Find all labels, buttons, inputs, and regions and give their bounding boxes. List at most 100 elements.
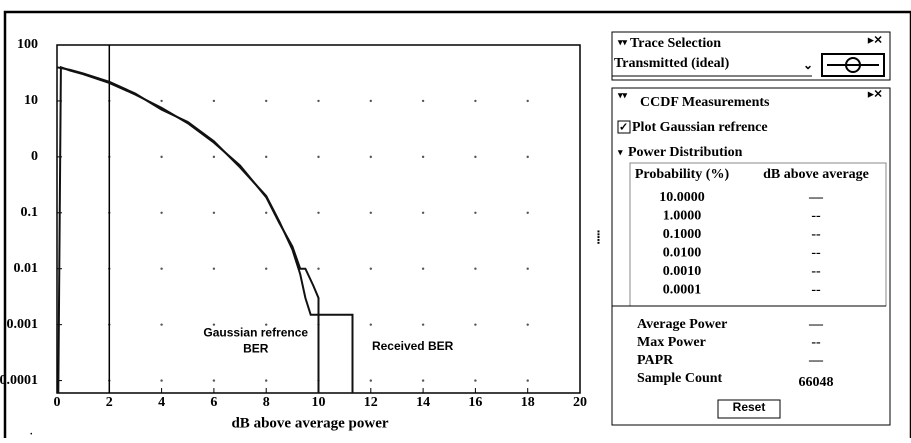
- grid-dot: [212, 323, 216, 326]
- table-cell: 0.1000: [663, 227, 702, 242]
- x-tick-label: 6: [210, 395, 217, 410]
- grid-dot: [526, 99, 529, 103]
- y-tick-label: 0.001: [7, 317, 39, 332]
- checkbox-label[interactable]: Plot Gaussian refrence: [632, 120, 768, 135]
- grid-dot: [474, 323, 477, 326]
- grid-dot: [212, 99, 216, 103]
- grid-dot: [526, 267, 529, 270]
- grid-dot: [317, 99, 320, 103]
- grid-dot: [474, 99, 477, 103]
- y-tick-label: 10: [24, 93, 38, 108]
- grid-dot: [317, 155, 320, 159]
- summary-label: Max Power: [637, 335, 706, 350]
- table-cell: 0.0100: [663, 246, 702, 261]
- x-tick-label: 4: [158, 395, 165, 410]
- table-cell: —: [808, 190, 824, 205]
- trace-title: Trace Selection: [630, 36, 721, 51]
- grip-dots: ▪▪▪▪▪: [594, 230, 603, 244]
- section-arrow: ▾: [617, 147, 623, 157]
- grid-dot: [265, 99, 268, 103]
- x-tick-label: 0: [54, 395, 61, 410]
- y-tick-label: 100: [17, 37, 38, 52]
- grid-dot: [160, 99, 163, 103]
- summary-label: PAPR: [637, 353, 674, 368]
- series-line: [57, 65, 354, 394]
- grid-dot: [474, 379, 477, 382]
- summary-value: —: [808, 317, 824, 332]
- annotation: Received BER: [372, 339, 454, 353]
- grip: ▪▪▪▪▪: [594, 230, 603, 244]
- dropdown-arrow[interactable]: ⌄: [803, 58, 813, 72]
- checkbox[interactable]: [617, 120, 631, 134]
- dot: .: [30, 426, 33, 437]
- grid-dot: [421, 379, 425, 382]
- panel-icon: ▾▾: [617, 37, 628, 47]
- y-tick-label: 0.1: [21, 205, 39, 220]
- table-cell: --: [811, 264, 821, 279]
- table-header: Probability (%): [635, 167, 730, 182]
- x-tick-label: 20: [573, 395, 587, 410]
- grid-dot: [526, 155, 529, 159]
- trace-style-marker: [845, 57, 861, 73]
- grid-dot: [474, 267, 477, 270]
- table-cell: 10.0000: [659, 190, 705, 205]
- table-cell: --: [811, 283, 821, 298]
- section-title[interactable]: Power Distribution: [628, 145, 743, 160]
- grid-dot: [265, 211, 268, 214]
- grid-dot: [369, 99, 372, 103]
- grid-dot: [160, 323, 163, 326]
- grid-dot: [212, 379, 216, 382]
- summary-label: Sample Count: [637, 371, 723, 386]
- reset-button[interactable]: [717, 399, 781, 419]
- grid-dot: [317, 267, 320, 270]
- table-cell: 1.0000: [663, 209, 702, 224]
- grid-dot: [369, 379, 372, 382]
- y-tick-label: 0.01: [14, 261, 39, 276]
- annotation: Gaussian refrence BER: [203, 325, 308, 355]
- table-cell: --: [811, 209, 821, 224]
- checkmark: ✓: [619, 122, 628, 134]
- panel-close[interactable]: ▸✕: [867, 89, 883, 101]
- grid-dot: [421, 267, 425, 270]
- grid-dot: [421, 99, 425, 103]
- trace-dropdown[interactable]: Transmitted (ideal): [614, 56, 730, 71]
- table-header: dB above average: [763, 167, 869, 182]
- x-tick-label: 12: [364, 395, 378, 410]
- x-tick-label: 16: [468, 395, 482, 410]
- panel-close[interactable]: ▸✕: [867, 35, 883, 47]
- ccdf-panel: [611, 87, 891, 426]
- table-cell: 0.0001: [663, 283, 702, 298]
- grid-dot: [421, 211, 425, 214]
- grid-dot: [369, 267, 372, 270]
- grid-dot: [369, 155, 372, 159]
- table-cell: --: [811, 227, 821, 242]
- grid-dot: [265, 379, 268, 382]
- grid-dot: [212, 211, 216, 214]
- grid-dot: [474, 211, 477, 214]
- y-tick-label: 0: [31, 149, 38, 164]
- trace-style-button[interactable]: [821, 53, 885, 77]
- grid-dot: [265, 267, 268, 270]
- grid-dot: [212, 267, 216, 270]
- series-line: [56, 66, 320, 393]
- grid-dot: [421, 155, 425, 159]
- reset-label[interactable]: Reset: [733, 400, 766, 414]
- grid-dot: [421, 323, 425, 326]
- grid-dot: [212, 155, 216, 159]
- summary-value: —: [808, 353, 824, 368]
- panel-icon: ▾▾: [617, 90, 628, 100]
- grid-dot: [526, 211, 529, 214]
- y-tick-label: 0.0001: [0, 373, 38, 388]
- grid-dot: [160, 379, 163, 382]
- grid-dot: [526, 323, 529, 326]
- summary-value: 66048: [799, 375, 834, 390]
- ccdf-title: CCDF Measurements: [640, 95, 770, 110]
- grid-dot: [160, 267, 163, 270]
- summary-value: --: [811, 335, 821, 350]
- x-tick-label: 10: [312, 395, 326, 410]
- grid-dot: [474, 155, 477, 159]
- grid-dot: [369, 211, 372, 214]
- trace-panel: [611, 31, 891, 81]
- x-axis-label: dB above average power: [231, 415, 388, 431]
